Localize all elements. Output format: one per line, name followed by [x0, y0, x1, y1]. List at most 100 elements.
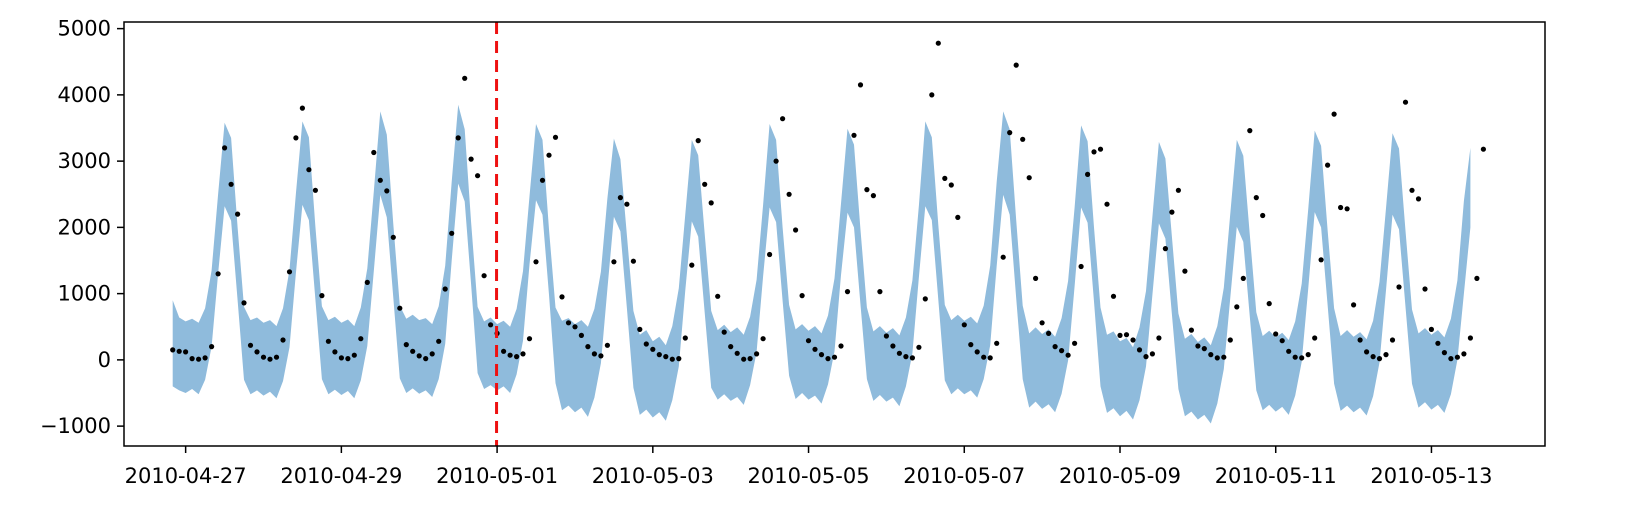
- data-point: [617, 195, 624, 201]
- data-point: [650, 346, 656, 352]
- x-tick-label: 2010-05-07: [903, 464, 1025, 488]
- x-tick-label: 2010-05-03: [592, 464, 714, 488]
- data-point: [189, 356, 195, 362]
- data-point: [565, 320, 572, 326]
- data-point: [786, 191, 792, 197]
- y-tick-label: 4000: [58, 83, 111, 107]
- data-point: [1448, 356, 1454, 362]
- data-point: [812, 346, 818, 352]
- data-point: [1338, 204, 1344, 211]
- data-point: [358, 336, 364, 342]
- data-point: [1286, 348, 1292, 354]
- data-point: [1000, 254, 1006, 260]
- data-point: [1279, 338, 1285, 344]
- x-tick-label: 2010-05-01: [436, 464, 558, 488]
- y-tick-label: 5000: [58, 17, 111, 41]
- data-point: [267, 356, 273, 362]
- data-point: [1052, 344, 1058, 350]
- data-point: [1240, 275, 1246, 281]
- data-point: [851, 132, 857, 138]
- data-point: [1039, 320, 1045, 326]
- data-point: [702, 181, 708, 187]
- data-point: [488, 322, 494, 328]
- data-point: [1383, 352, 1389, 358]
- data-point: [747, 356, 753, 362]
- y-tick-label: −1000: [40, 414, 111, 438]
- data-point: [1364, 349, 1370, 355]
- data-point: [883, 333, 890, 339]
- data-point: [1409, 187, 1415, 193]
- data-point: [371, 149, 377, 156]
- data-point: [462, 75, 468, 81]
- y-tick-label: 1000: [58, 282, 111, 306]
- data-point: [332, 349, 338, 355]
- uncertainty-band: [172, 104, 1471, 424]
- data-point: [403, 342, 409, 348]
- data-point: [1007, 130, 1013, 136]
- data-point: [637, 326, 643, 332]
- data-point: [481, 273, 487, 279]
- data-point: [312, 187, 318, 193]
- data-point: [825, 356, 831, 362]
- data-point: [754, 351, 760, 357]
- data-point: [228, 181, 234, 187]
- data-point: [760, 336, 766, 342]
- data-point: [1072, 340, 1078, 346]
- data-point: [728, 344, 734, 350]
- data-point: [1156, 335, 1162, 341]
- data-point: [1208, 352, 1214, 358]
- data-point: [948, 182, 954, 188]
- data-point: [591, 351, 598, 357]
- data-point: [1474, 275, 1480, 281]
- data-point: [1266, 301, 1272, 307]
- data-point: [520, 351, 526, 357]
- x-tick-label: 2010-05-05: [748, 464, 870, 488]
- data-point: [676, 356, 682, 362]
- data-point: [942, 175, 948, 181]
- data-point: [247, 342, 254, 348]
- data-point: [741, 356, 747, 362]
- data-point: [578, 332, 585, 338]
- data-point: [1020, 136, 1026, 142]
- data-point: [1402, 99, 1409, 105]
- data-point: [325, 338, 331, 344]
- data-point: [1201, 346, 1207, 352]
- data-point: [585, 344, 591, 350]
- data-point: [546, 152, 552, 158]
- data-point: [708, 200, 714, 206]
- uncertainty-band-layer: [172, 104, 1471, 424]
- x-tick-label: 2010-04-29: [280, 464, 402, 488]
- x-tick-label: 2010-05-09: [1059, 464, 1181, 488]
- data-point: [1136, 347, 1143, 353]
- data-point: [643, 341, 649, 347]
- data-point: [455, 135, 461, 141]
- data-point: [1195, 343, 1201, 349]
- data-point: [559, 294, 565, 300]
- data-point: [1253, 195, 1259, 201]
- data-point: [1435, 340, 1441, 346]
- data-point: [604, 342, 611, 348]
- data-point: [170, 347, 176, 353]
- data-point: [682, 335, 688, 341]
- data-point: [1033, 275, 1039, 281]
- data-point: [1091, 149, 1097, 155]
- data-point: [254, 349, 260, 355]
- data-point: [222, 145, 228, 151]
- data-point: [896, 350, 903, 356]
- data-point: [916, 344, 922, 350]
- data-point: [1415, 196, 1422, 202]
- data-point: [235, 211, 241, 217]
- data-point: [552, 134, 559, 140]
- data-point: [176, 348, 182, 354]
- data-point: [280, 337, 286, 343]
- x-tick-label: 2010-05-13: [1370, 464, 1492, 488]
- data-point: [669, 356, 675, 362]
- y-axis: −1000 0 1000 2000 3000 4000 5000: [40, 17, 124, 438]
- data-point: [780, 116, 786, 122]
- data-point: [1454, 354, 1460, 360]
- data-point: [734, 350, 740, 356]
- data-point: [870, 193, 877, 199]
- data-point: [1292, 354, 1298, 360]
- data-point: [929, 92, 935, 98]
